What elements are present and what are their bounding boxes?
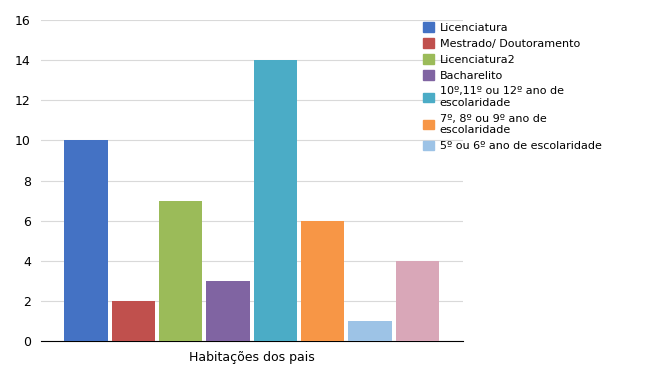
Bar [253,60,297,341]
Bar [159,201,202,341]
Bar [64,141,108,341]
Bar [301,221,345,341]
Bar [396,261,439,341]
Bar [206,281,249,341]
Bar [111,301,155,341]
Bar [349,321,392,341]
Legend: Licenciatura, Mestrado/ Doutoramento, Licenciatura2, Bacharelito, 10º,11º ou 12º: Licenciatura, Mestrado/ Doutoramento, Li… [420,19,605,155]
